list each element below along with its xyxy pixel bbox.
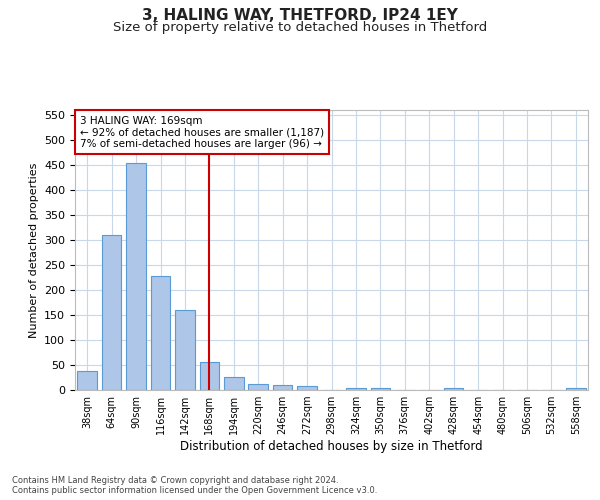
Bar xyxy=(371,388,390,390)
Bar xyxy=(151,276,170,390)
Bar xyxy=(175,310,194,390)
Bar xyxy=(248,384,268,390)
Text: 3, HALING WAY, THETFORD, IP24 1EY: 3, HALING WAY, THETFORD, IP24 1EY xyxy=(142,8,458,22)
Bar xyxy=(102,234,121,390)
Text: Size of property relative to detached houses in Thetford: Size of property relative to detached ho… xyxy=(113,21,487,34)
Bar xyxy=(200,362,219,390)
Bar xyxy=(566,388,586,390)
Bar xyxy=(273,385,292,390)
Bar xyxy=(297,386,317,390)
Text: Contains HM Land Registry data © Crown copyright and database right 2024.
Contai: Contains HM Land Registry data © Crown c… xyxy=(12,476,377,495)
X-axis label: Distribution of detached houses by size in Thetford: Distribution of detached houses by size … xyxy=(180,440,483,453)
Bar xyxy=(224,377,244,390)
Text: 3 HALING WAY: 169sqm
← 92% of detached houses are smaller (1,187)
7% of semi-det: 3 HALING WAY: 169sqm ← 92% of detached h… xyxy=(80,116,324,149)
Bar xyxy=(444,388,463,390)
Bar xyxy=(346,388,366,390)
Bar xyxy=(77,371,97,390)
Y-axis label: Number of detached properties: Number of detached properties xyxy=(29,162,38,338)
Bar xyxy=(127,162,146,390)
